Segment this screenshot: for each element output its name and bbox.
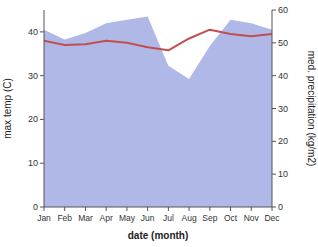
y-tick-label: 10 [28, 158, 38, 168]
y2-tick [272, 42, 276, 43]
y-axis-label: max temp (C) [2, 78, 13, 139]
y2-tick [272, 10, 276, 11]
x-tick [189, 207, 190, 211]
x-tick-label: Sep [202, 213, 217, 223]
x-tick-label: Mar [78, 213, 93, 223]
y2-axis-label: med. precipitation (kg/m2) [306, 51, 317, 167]
y2-tick-label: 20 [278, 136, 288, 146]
y2-tick-label: 30 [278, 104, 288, 114]
x-axis-line [44, 207, 272, 208]
y2-tick-label: 10 [278, 169, 288, 179]
y-tick-label: 30 [28, 71, 38, 81]
y2-tick [272, 75, 276, 76]
axes: 0 10 20 30 40 0 10 20 30 40 50 60 Jan Feb Mar Apr May Jun… [28, 5, 288, 223]
y-tick-label: 40 [28, 27, 38, 37]
y2-tick [272, 108, 276, 109]
x-tick-label: Oct [224, 213, 238, 223]
y2-tick-label: 0 [278, 202, 283, 212]
chart-container: 0 10 20 30 40 0 10 20 30 40 50 60 Jan Feb Mar Apr May Jun… [0, 0, 318, 247]
y-tick-label: 0 [33, 202, 38, 212]
x-tick-label: Feb [57, 213, 72, 223]
x-tick [147, 207, 148, 211]
x-tick [230, 207, 231, 211]
x-tick [126, 207, 127, 211]
x-tick-label: Aug [182, 213, 197, 223]
x-tick-label: Dec [264, 213, 280, 223]
x-tick [168, 207, 169, 211]
precip-area [44, 17, 272, 207]
y2-tick [272, 174, 276, 175]
x-tick-label: Apr [100, 213, 113, 223]
x-tick-label: Jan [37, 213, 51, 223]
x-tick [251, 207, 252, 211]
x-tick-label: Nov [244, 213, 260, 223]
y-tick [40, 119, 44, 120]
x-tick-label: May [119, 213, 136, 223]
y2-tick-label: 40 [278, 71, 288, 81]
y2-tick-label: 60 [278, 5, 288, 15]
y-axis-line [44, 10, 45, 207]
temp-line [44, 30, 272, 51]
x-tick-label: Jun [141, 213, 155, 223]
data-group [44, 17, 272, 207]
y-tick [40, 163, 44, 164]
x-tick [106, 207, 107, 211]
x-tick [85, 207, 86, 211]
y2-tick [272, 207, 276, 208]
x-tick [44, 207, 45, 211]
y-tick [40, 31, 44, 32]
x-tick-label: Jul [163, 213, 174, 223]
y-tick [40, 207, 44, 208]
y2-tick-label: 50 [278, 38, 288, 48]
chart-svg: 0 10 20 30 40 0 10 20 30 40 50 60 Jan Feb Mar Apr May Jun… [0, 0, 318, 247]
x-tick [209, 207, 210, 211]
x-tick [272, 207, 273, 211]
y-tick-label: 20 [28, 114, 38, 124]
y-tick [40, 75, 44, 76]
x-tick [64, 207, 65, 211]
x-axis-label: date (month) [128, 230, 189, 241]
y2-tick [272, 141, 276, 142]
